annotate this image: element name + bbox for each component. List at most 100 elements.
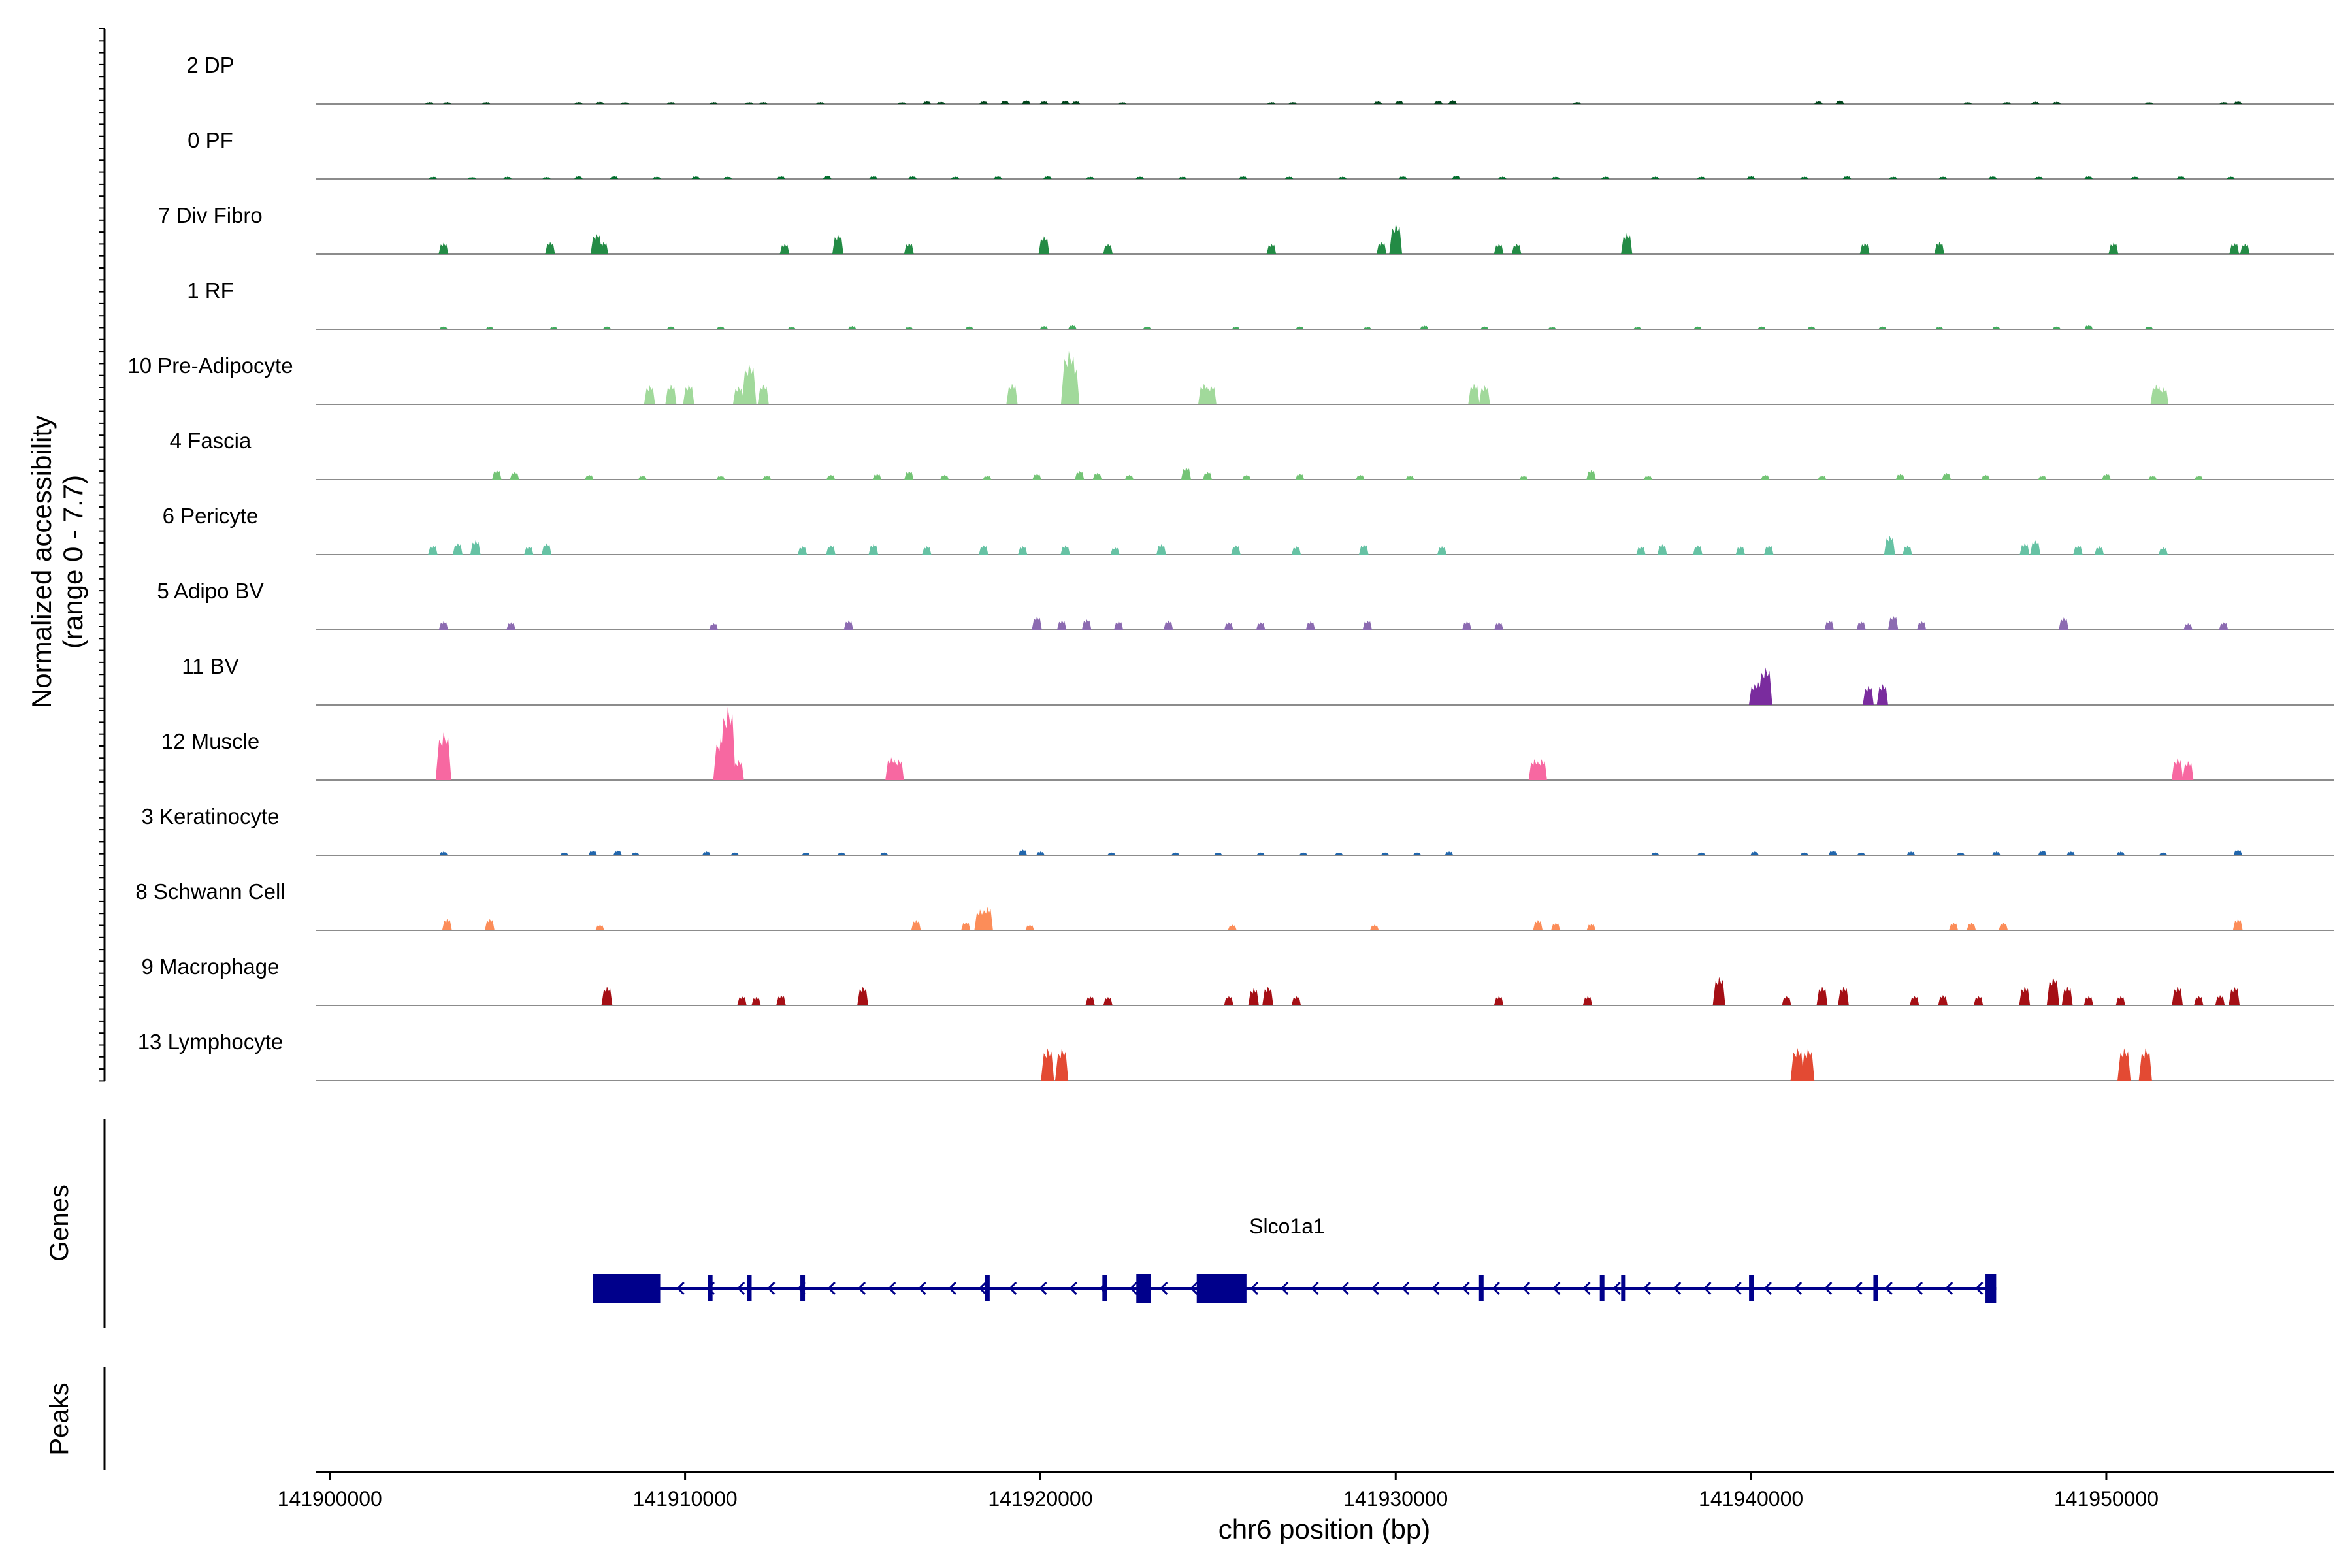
coverage-peak [1876,684,1888,705]
coverage-peak [1389,223,1403,254]
coverage-peak [1935,327,1944,329]
coverage-peak [2240,244,2250,254]
gene-exon [800,1275,806,1301]
coverage-peak [1917,621,1927,630]
strand-arrow [1612,1281,1621,1296]
x-tick-label: 141920000 [988,1487,1092,1511]
strand-arrow [1854,1281,1863,1296]
coverage-peak [1494,996,1504,1005]
coverage-peak [1973,996,1984,1005]
coverage-peak [542,543,551,555]
coverage-peak [1535,759,1547,780]
strand-arrow [1069,1281,1077,1296]
coverage-peak [438,242,449,254]
coverage-peak [779,244,790,254]
coverage-peak [2183,623,2193,630]
coverage-peak [1934,242,1944,254]
coverage-peak [1075,470,1085,480]
coverage-peak [1061,100,1070,104]
strand-arrow [1129,1281,1138,1296]
coverage-peak [1878,326,1887,329]
coverage-peak [2030,540,2040,555]
coverage-peak [1906,851,1916,855]
strand-arrow [737,1281,745,1296]
strand-arrow [1190,1281,1198,1296]
coverage-peak [503,176,512,179]
coverage-peak [709,623,718,630]
track: 0 PF [188,128,2334,180]
x-tick-label: 141940000 [1699,1487,1803,1511]
coverage-peak [892,759,904,780]
coverage-peak [1807,326,1816,329]
track-label: 11 BV [182,654,238,678]
gene-exon [1873,1275,1878,1301]
coverage-peak [1991,326,2001,329]
strand-arrow [1431,1281,1440,1296]
coverage-peak [1586,470,1596,480]
coverage-peak [847,325,857,329]
coverage-peak [1362,620,1372,630]
coverage-peak [1601,176,1610,179]
coverage-peak [638,476,647,480]
coverage-peak [1956,852,1965,855]
coverage-peak [1032,474,1041,480]
coverage-peak [1018,546,1028,555]
genes-panel: Genes Slco1a1 [45,1119,1997,1328]
coverage-peak [1842,176,1852,179]
coverage-peak [2144,326,2153,329]
coverage-peak [1761,474,1770,480]
coverage-peak [1468,384,1480,404]
coverage-peak [1636,546,1646,555]
coverage-peak [2229,986,2240,1005]
coverage-peak [435,732,451,780]
strand-arrow [1039,1281,1047,1296]
coverage-peak [857,986,868,1005]
coverage-peak [574,102,583,104]
coverage-peak [802,852,810,855]
coverage-peak [1380,852,1390,855]
coverage-peak [904,470,914,480]
coverage-peak [482,102,491,104]
coverage-peak [1203,472,1212,480]
coverage-peak [1790,1047,1805,1081]
strand-arrow [1642,1281,1652,1296]
strand-arrow [978,1281,987,1296]
coverage-peak [1373,101,1382,104]
coverage-peak [1266,244,1277,254]
coverage-peak [1043,176,1052,179]
coverage-peak [2031,101,2040,104]
coverage-peak [428,545,438,555]
track-label: 8 Schwann Cell [135,879,285,904]
track-label: 1 RF [187,278,234,302]
coverage-peak [2148,476,2157,480]
coverage-peak [1018,849,1027,855]
track: 11 BV [182,654,2334,706]
track: 4 Fascia [170,429,2334,480]
coverage-peak [979,545,988,555]
coverage-peak [691,176,700,179]
track-label: 6 Pericyte [163,504,259,528]
coverage-peak [2038,850,2047,855]
coverage-peak [1164,620,1173,630]
coverage-peak [1231,545,1241,555]
coverage-peak [665,384,677,404]
x-tick-label: 141930000 [1343,1487,1448,1511]
coverage-peak [1420,325,1429,329]
strand-arrow [1733,1281,1742,1296]
coverage-peak [1291,546,1301,555]
coverage-peak [1863,685,1874,705]
coverage-peak [1838,986,1849,1005]
coverage-peak [1056,620,1067,630]
y-axis-label-line2: (range 0 - 7.7) [57,475,88,649]
coverage-peak [1060,545,1070,555]
coverage-peak [979,101,988,104]
coverage-peak [683,384,694,404]
track-label: 0 PF [188,128,233,152]
coverage-peak [762,476,772,480]
coverage-peak [1949,923,1959,930]
coverage-peak [2102,474,2111,480]
x-tick-label: 141910000 [633,1487,738,1511]
coverage-peak [1887,615,1899,630]
coverage-peak [1213,852,1222,855]
strand-arrow [1703,1281,1712,1296]
